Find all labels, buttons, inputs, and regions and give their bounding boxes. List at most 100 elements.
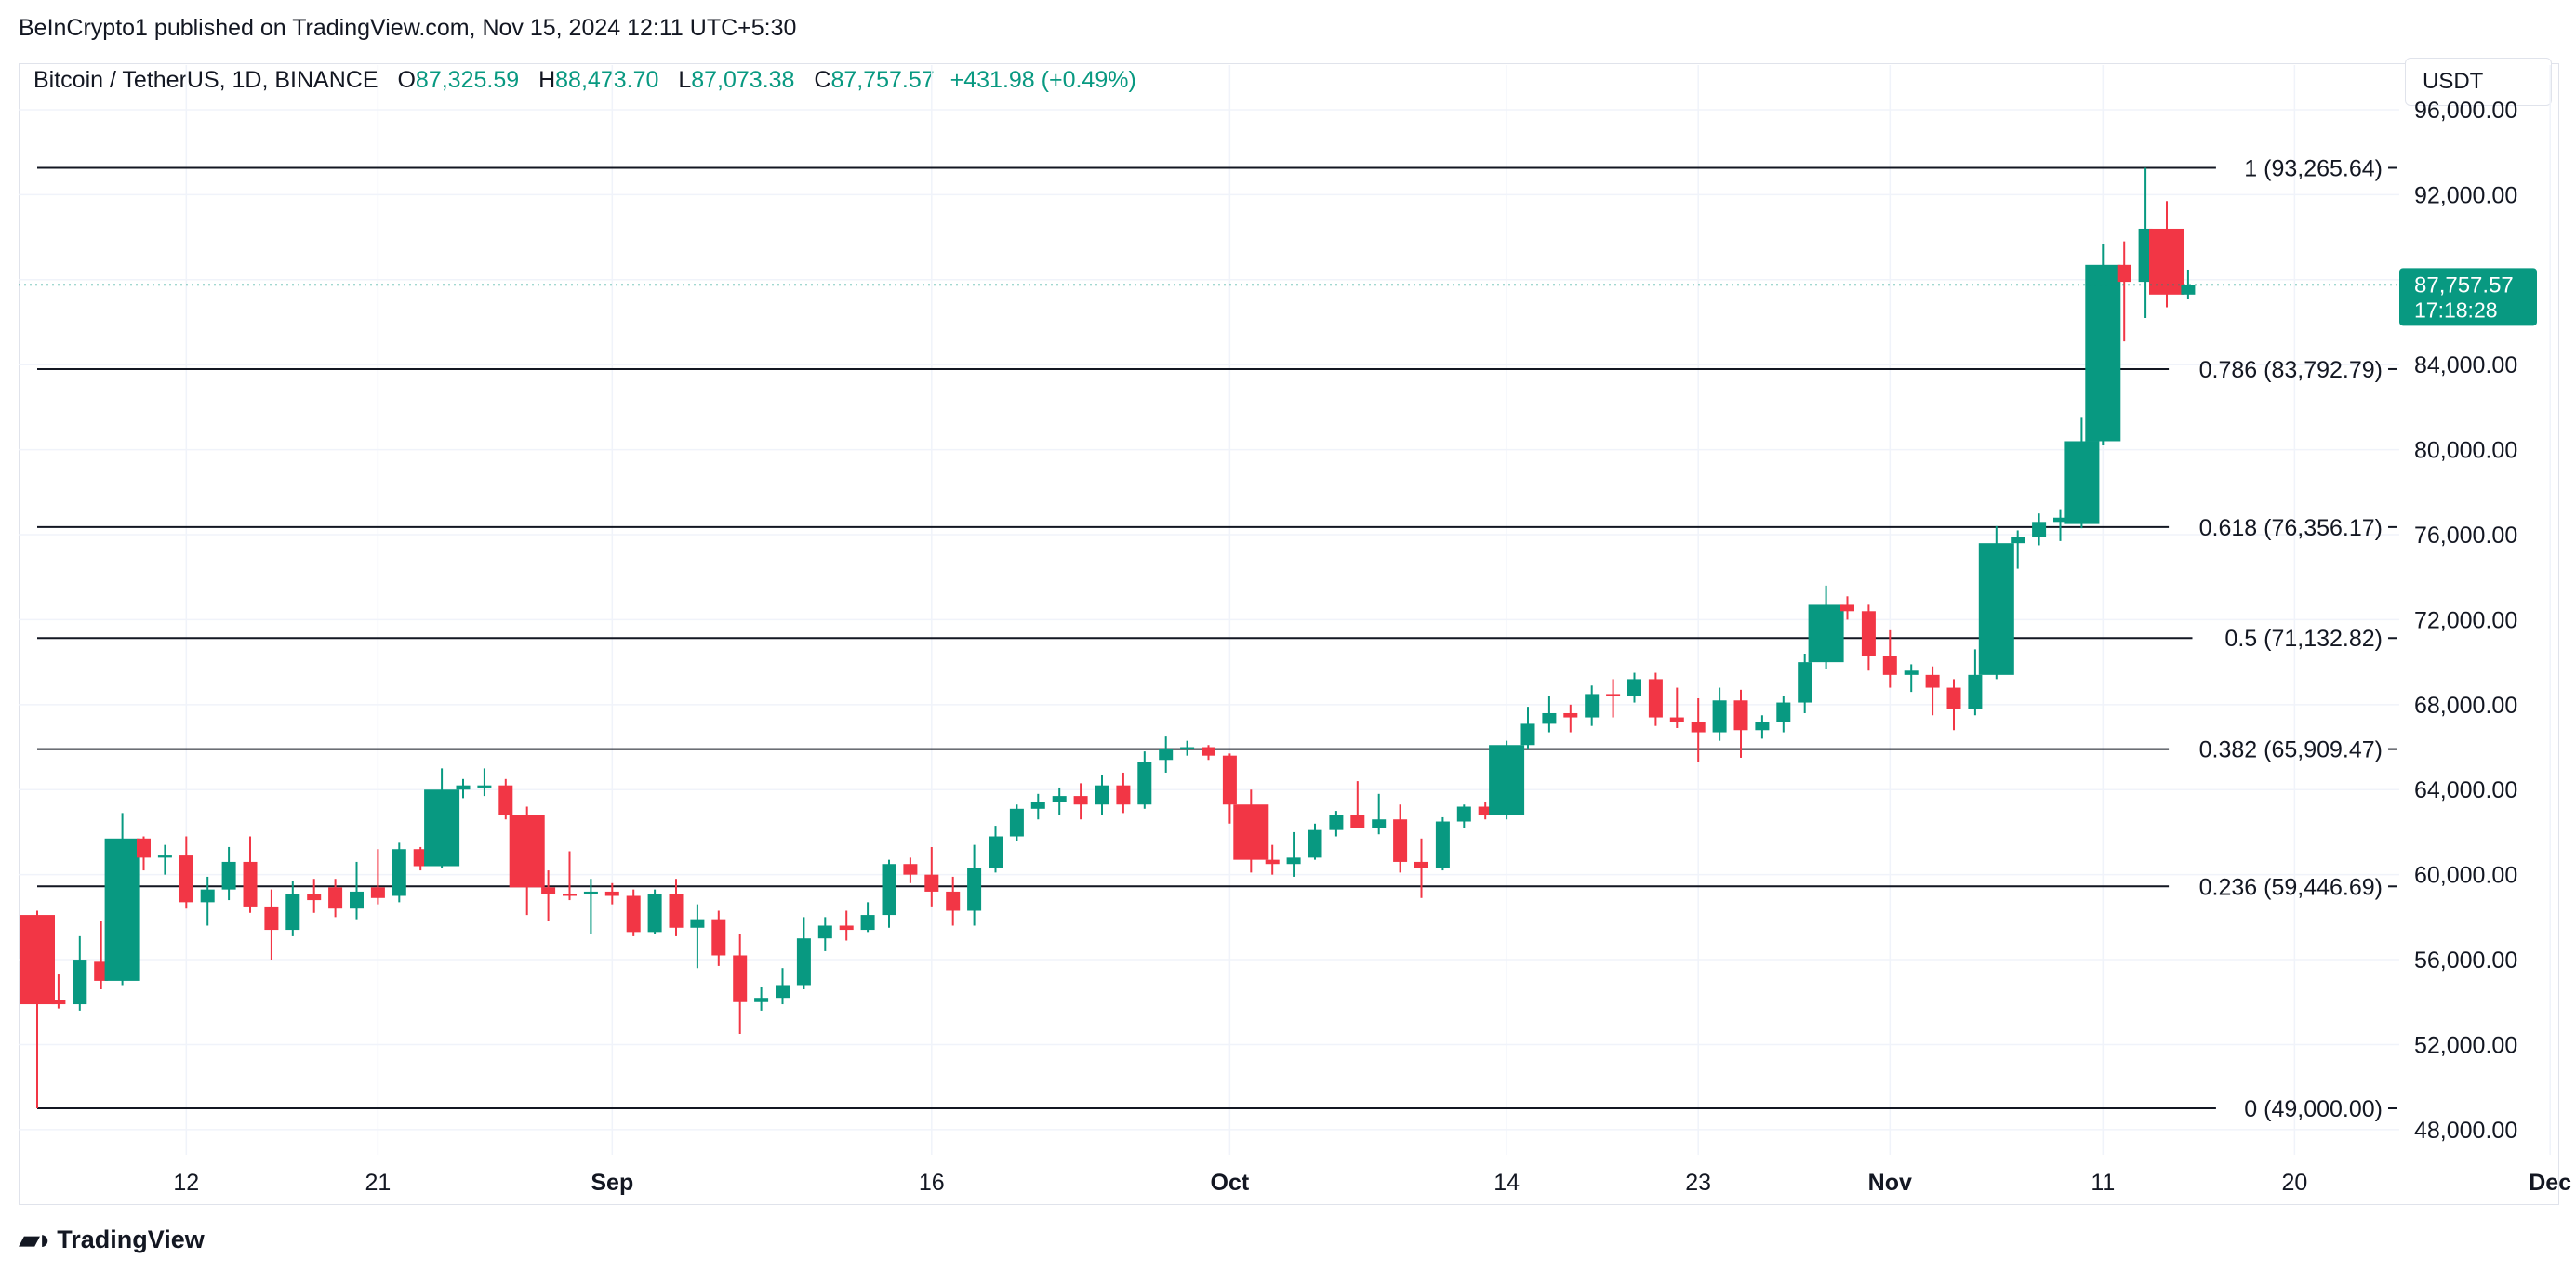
candle-body — [2117, 264, 2131, 283]
candle — [882, 859, 896, 928]
candle-body — [776, 985, 790, 999]
candle-body — [669, 894, 684, 928]
candle-body — [1009, 808, 1024, 837]
low-label: L — [678, 67, 692, 93]
y-tick-label: 56,000.00 — [2414, 947, 2517, 974]
x-tick-label: Dec — [2529, 1170, 2571, 1196]
candle — [690, 904, 705, 969]
candle-body — [157, 855, 172, 858]
y-tick-label: 68,000.00 — [2414, 693, 2517, 719]
symbol-title[interactable]: Bitcoin / TetherUS, 1D, BINANCE — [33, 67, 378, 93]
candle-body — [350, 891, 364, 909]
candle-body — [583, 891, 598, 894]
candle-body — [946, 891, 961, 911]
publish-line: BeInCrypto1 published on TradingView.com… — [19, 15, 797, 41]
x-tick-label: 11 — [2091, 1170, 2115, 1196]
candle-body — [1350, 815, 1365, 828]
candle — [1882, 629, 1897, 688]
candle-body — [839, 925, 854, 931]
candle — [413, 846, 428, 871]
y-tick-label: 48,000.00 — [2414, 1118, 2517, 1144]
candle — [1414, 838, 1428, 898]
candle — [1733, 689, 1748, 758]
candle — [967, 844, 982, 926]
candle — [860, 902, 875, 933]
candle — [1393, 804, 1408, 873]
fib-level: 1 (93,265.64) — [37, 155, 2397, 181]
low-value: 87,073.38 — [691, 67, 795, 93]
candle-body — [1159, 749, 1174, 761]
symbol-header: Bitcoin / TetherUS, 1D, BINANCE O87,325.… — [33, 67, 1136, 94]
tradingview-logo[interactable]: ▰◗ TradingView — [19, 1224, 205, 1256]
candle — [200, 876, 215, 926]
candle — [370, 849, 385, 905]
candle — [1648, 672, 1663, 726]
candle — [1372, 793, 1387, 835]
x-tick-label: 12 — [173, 1170, 199, 1196]
currency-selector[interactable]: USDT — [2405, 58, 2552, 106]
candle-body — [1030, 802, 1045, 809]
candle — [307, 879, 322, 913]
x-tick-label: 20 — [2281, 1170, 2307, 1196]
candle — [1073, 783, 1088, 820]
candle — [754, 987, 769, 1011]
candle-body — [243, 861, 258, 907]
candle — [1978, 525, 2014, 680]
candle — [392, 842, 406, 903]
chart-frame — [19, 63, 2559, 1205]
candle — [669, 879, 684, 936]
candle — [1691, 697, 1706, 762]
candle — [604, 882, 619, 905]
candle — [1222, 753, 1237, 824]
candle-body — [1691, 722, 1706, 733]
candle — [477, 768, 492, 797]
high-label: H — [538, 67, 556, 93]
y-tick-label: 76,000.00 — [2414, 523, 2517, 549]
time-axis[interactable]: 12 21 Sep 16 Oct 14 23 Nov 11 20 Dec — [173, 1170, 2571, 1196]
candle-body — [2149, 228, 2184, 295]
candle-body — [1904, 670, 1919, 675]
candle — [1542, 696, 1557, 733]
candle-body — [690, 919, 705, 928]
x-tick-label: Sep — [591, 1170, 633, 1196]
x-tick-label: 14 — [1494, 1170, 1520, 1196]
fib-level: 0.786 (83,792.79) — [37, 357, 2397, 383]
candle — [285, 881, 300, 936]
candle-body — [2085, 264, 2121, 442]
candle-body — [1542, 712, 1557, 724]
candle-body — [498, 785, 513, 815]
y-tick-label: 96,000.00 — [2414, 98, 2517, 124]
candle — [903, 857, 918, 883]
candle-body — [509, 815, 545, 888]
fib-level-label: 0.786 (83,792.79) — [2199, 357, 2383, 383]
candle-body — [1606, 694, 1621, 696]
open-value: 87,325.59 — [415, 67, 520, 93]
last-price-badge — [2399, 268, 2537, 326]
x-tick-label: Nov — [1868, 1170, 1912, 1196]
candle-body — [2181, 285, 2196, 295]
candle-body — [733, 955, 748, 1002]
candle — [563, 851, 577, 901]
candle-body — [1808, 604, 1844, 663]
candle — [456, 778, 471, 799]
fib-level-label: 1 (93,265.64) — [2244, 155, 2383, 181]
candle-body — [1456, 806, 1471, 822]
candle — [946, 876, 961, 926]
price-axis[interactable]: 48,000.00 52,000.00 56,000.00 60,000.00 64,0… — [2414, 98, 2517, 1144]
candle-body — [1776, 702, 1791, 722]
candle — [1904, 664, 1919, 693]
fib-level: 0.5 (71,132.82) — [37, 626, 2397, 652]
candle — [1840, 596, 1854, 620]
fib-level-label: 0.618 (76,356.17) — [2199, 515, 2383, 541]
candle — [2064, 417, 2100, 529]
candle — [1030, 793, 1045, 820]
x-tick-label: 16 — [919, 1170, 945, 1196]
grid-lines — [19, 65, 2551, 1155]
candle-body — [1925, 674, 1940, 688]
candle — [1712, 687, 1727, 741]
candle-body — [1286, 857, 1301, 865]
candle-body — [1265, 859, 1280, 865]
candle-body — [796, 938, 811, 986]
